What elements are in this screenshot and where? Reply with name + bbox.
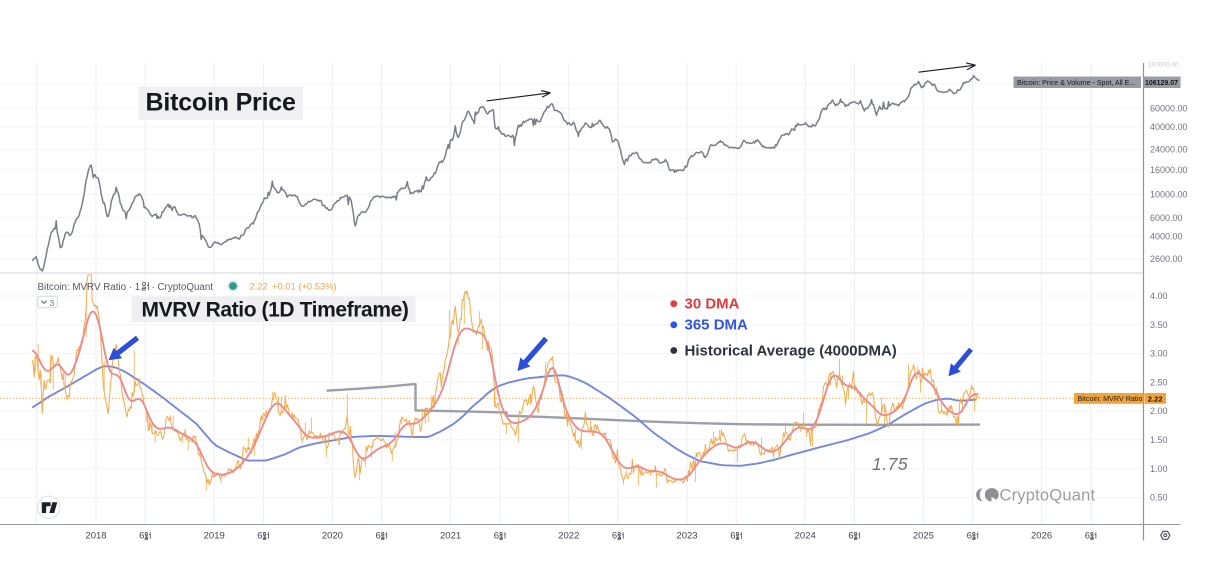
svg-text:1.00: 1.00 xyxy=(1150,464,1168,474)
svg-text:0.50: 0.50 xyxy=(1150,493,1168,503)
svg-text:2018: 2018 xyxy=(85,531,106,542)
svg-text:2.00: 2.00 xyxy=(1150,406,1168,416)
svg-text:CryptoQuant: CryptoQuant xyxy=(1000,487,1096,505)
svg-text:2021: 2021 xyxy=(440,531,461,542)
svg-text:2026: 2026 xyxy=(1031,531,1052,542)
svg-text:10000.00: 10000.00 xyxy=(1150,190,1188,200)
svg-text:6: 6 xyxy=(376,531,381,542)
svg-text:6: 6 xyxy=(848,531,853,542)
svg-text:2600.00: 2600.00 xyxy=(1150,254,1183,264)
svg-text:60000.00: 60000.00 xyxy=(1150,104,1188,114)
svg-text:Historical Average (4000DMA): Historical Average (4000DMA) xyxy=(685,342,897,359)
svg-text:40000.00: 40000.00 xyxy=(1150,122,1188,132)
svg-text:Bitcoin: Price & Volume - Spot: Bitcoin: Price & Volume - Spot, All E... xyxy=(1017,78,1135,87)
svg-text:1.75: 1.75 xyxy=(872,454,908,474)
svg-text:365 DMA: 365 DMA xyxy=(685,317,749,334)
svg-text:6: 6 xyxy=(494,531,499,542)
svg-text:Bitcoin Price: Bitcoin Price xyxy=(146,89,297,117)
svg-text:· CryptoQuant: · CryptoQuant xyxy=(152,282,214,293)
svg-text:2020: 2020 xyxy=(322,531,343,542)
svg-text:100000.00: 100000.00 xyxy=(1148,62,1179,69)
svg-text:1.50: 1.50 xyxy=(1150,435,1168,445)
svg-text:2025: 2025 xyxy=(913,531,934,542)
svg-text:6000.00: 6000.00 xyxy=(1150,213,1183,223)
svg-text:4.00: 4.00 xyxy=(1150,291,1168,301)
svg-text:6: 6 xyxy=(612,531,617,542)
svg-text:2.22: 2.22 xyxy=(1148,394,1163,403)
svg-text:2024: 2024 xyxy=(795,531,816,542)
svg-text:6: 6 xyxy=(139,531,144,542)
svg-text:6: 6 xyxy=(967,531,972,542)
svg-text:+0.01 (+0.53%): +0.01 (+0.53%) xyxy=(272,281,337,292)
svg-text:6: 6 xyxy=(730,531,735,542)
svg-text:6: 6 xyxy=(1085,531,1090,542)
svg-text:2.22: 2.22 xyxy=(250,281,268,292)
svg-text:2019: 2019 xyxy=(204,531,225,542)
svg-text:2023: 2023 xyxy=(676,531,697,542)
svg-text:3.00: 3.00 xyxy=(1150,349,1168,359)
svg-text:2022: 2022 xyxy=(558,531,579,542)
svg-text:30 DMA: 30 DMA xyxy=(685,296,740,313)
svg-text:2.50: 2.50 xyxy=(1150,377,1168,387)
svg-text:3: 3 xyxy=(50,298,55,308)
svg-text:106129.07: 106129.07 xyxy=(1145,80,1178,87)
svg-text:16000.00: 16000.00 xyxy=(1150,165,1188,175)
svg-text:4000.00: 4000.00 xyxy=(1150,232,1183,242)
svg-text:MVRV Ratio (1D Timeframe): MVRV Ratio (1D Timeframe) xyxy=(142,299,409,322)
svg-text:6: 6 xyxy=(257,531,262,542)
svg-text:24000.00: 24000.00 xyxy=(1150,144,1188,154)
svg-text:Bitcoin: MVRV Ratio: Bitcoin: MVRV Ratio xyxy=(1078,394,1143,403)
svg-text:3.50: 3.50 xyxy=(1150,320,1168,330)
svg-text:Bitcoin: MVRV Ratio · 1: Bitcoin: MVRV Ratio · 1 xyxy=(38,282,141,293)
